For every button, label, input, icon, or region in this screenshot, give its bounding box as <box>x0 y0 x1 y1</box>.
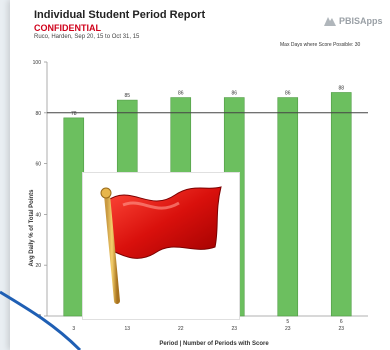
y-tick-label: 60 <box>35 162 41 168</box>
y-tick-label: 100 <box>33 60 42 66</box>
bar <box>277 97 299 317</box>
confidential-label: CONFIDENTIAL <box>34 23 101 33</box>
bar-value-label: 88 <box>338 85 344 91</box>
bar-value-label: 86 <box>285 91 291 97</box>
x-tick-label-count: 23 <box>231 326 237 332</box>
bar <box>63 117 85 317</box>
x-tick-label-period: 5 <box>286 319 289 325</box>
red-flag-icon <box>100 186 222 304</box>
pbis-logo: PBISApps <box>323 15 383 27</box>
flag-overlay <box>82 172 240 320</box>
x-axis-label: Period | Number of Periods with Score <box>159 341 269 347</box>
x-tick-label-count: 13 <box>124 326 130 332</box>
bar <box>330 92 352 317</box>
x-tick-label-period: 6 <box>340 319 343 325</box>
bar-value-label: 78 <box>71 111 77 117</box>
x-tick-label-count: 23 <box>285 326 291 332</box>
report-title: Individual Student Period Report <box>34 9 206 21</box>
y-tick-label: 80 <box>35 111 41 117</box>
max-days-note: Max Days where Score Possible: 30 <box>280 42 361 48</box>
y-axis-label: Avg Daily % of Total Points <box>29 189 35 267</box>
x-tick-label-count: 22 <box>178 326 184 332</box>
y-tick-label: 0 <box>38 314 41 320</box>
x-tick-label-count: 3 <box>72 326 75 332</box>
report-subtitle: Ruco, Harden, Sep 20, 15 to Oct 31, 15 <box>34 34 140 40</box>
pbis-logo-icon <box>324 17 336 26</box>
bar-value-label: 86 <box>178 91 184 97</box>
pbis-logo-text: PBISApps <box>339 16 383 26</box>
y-tick-label: 40 <box>35 212 41 218</box>
x-tick-label-count: 23 <box>338 326 344 332</box>
bar-value-label: 85 <box>124 93 130 99</box>
bar-value-label: 86 <box>231 91 237 97</box>
y-tick-label: 20 <box>35 263 41 269</box>
